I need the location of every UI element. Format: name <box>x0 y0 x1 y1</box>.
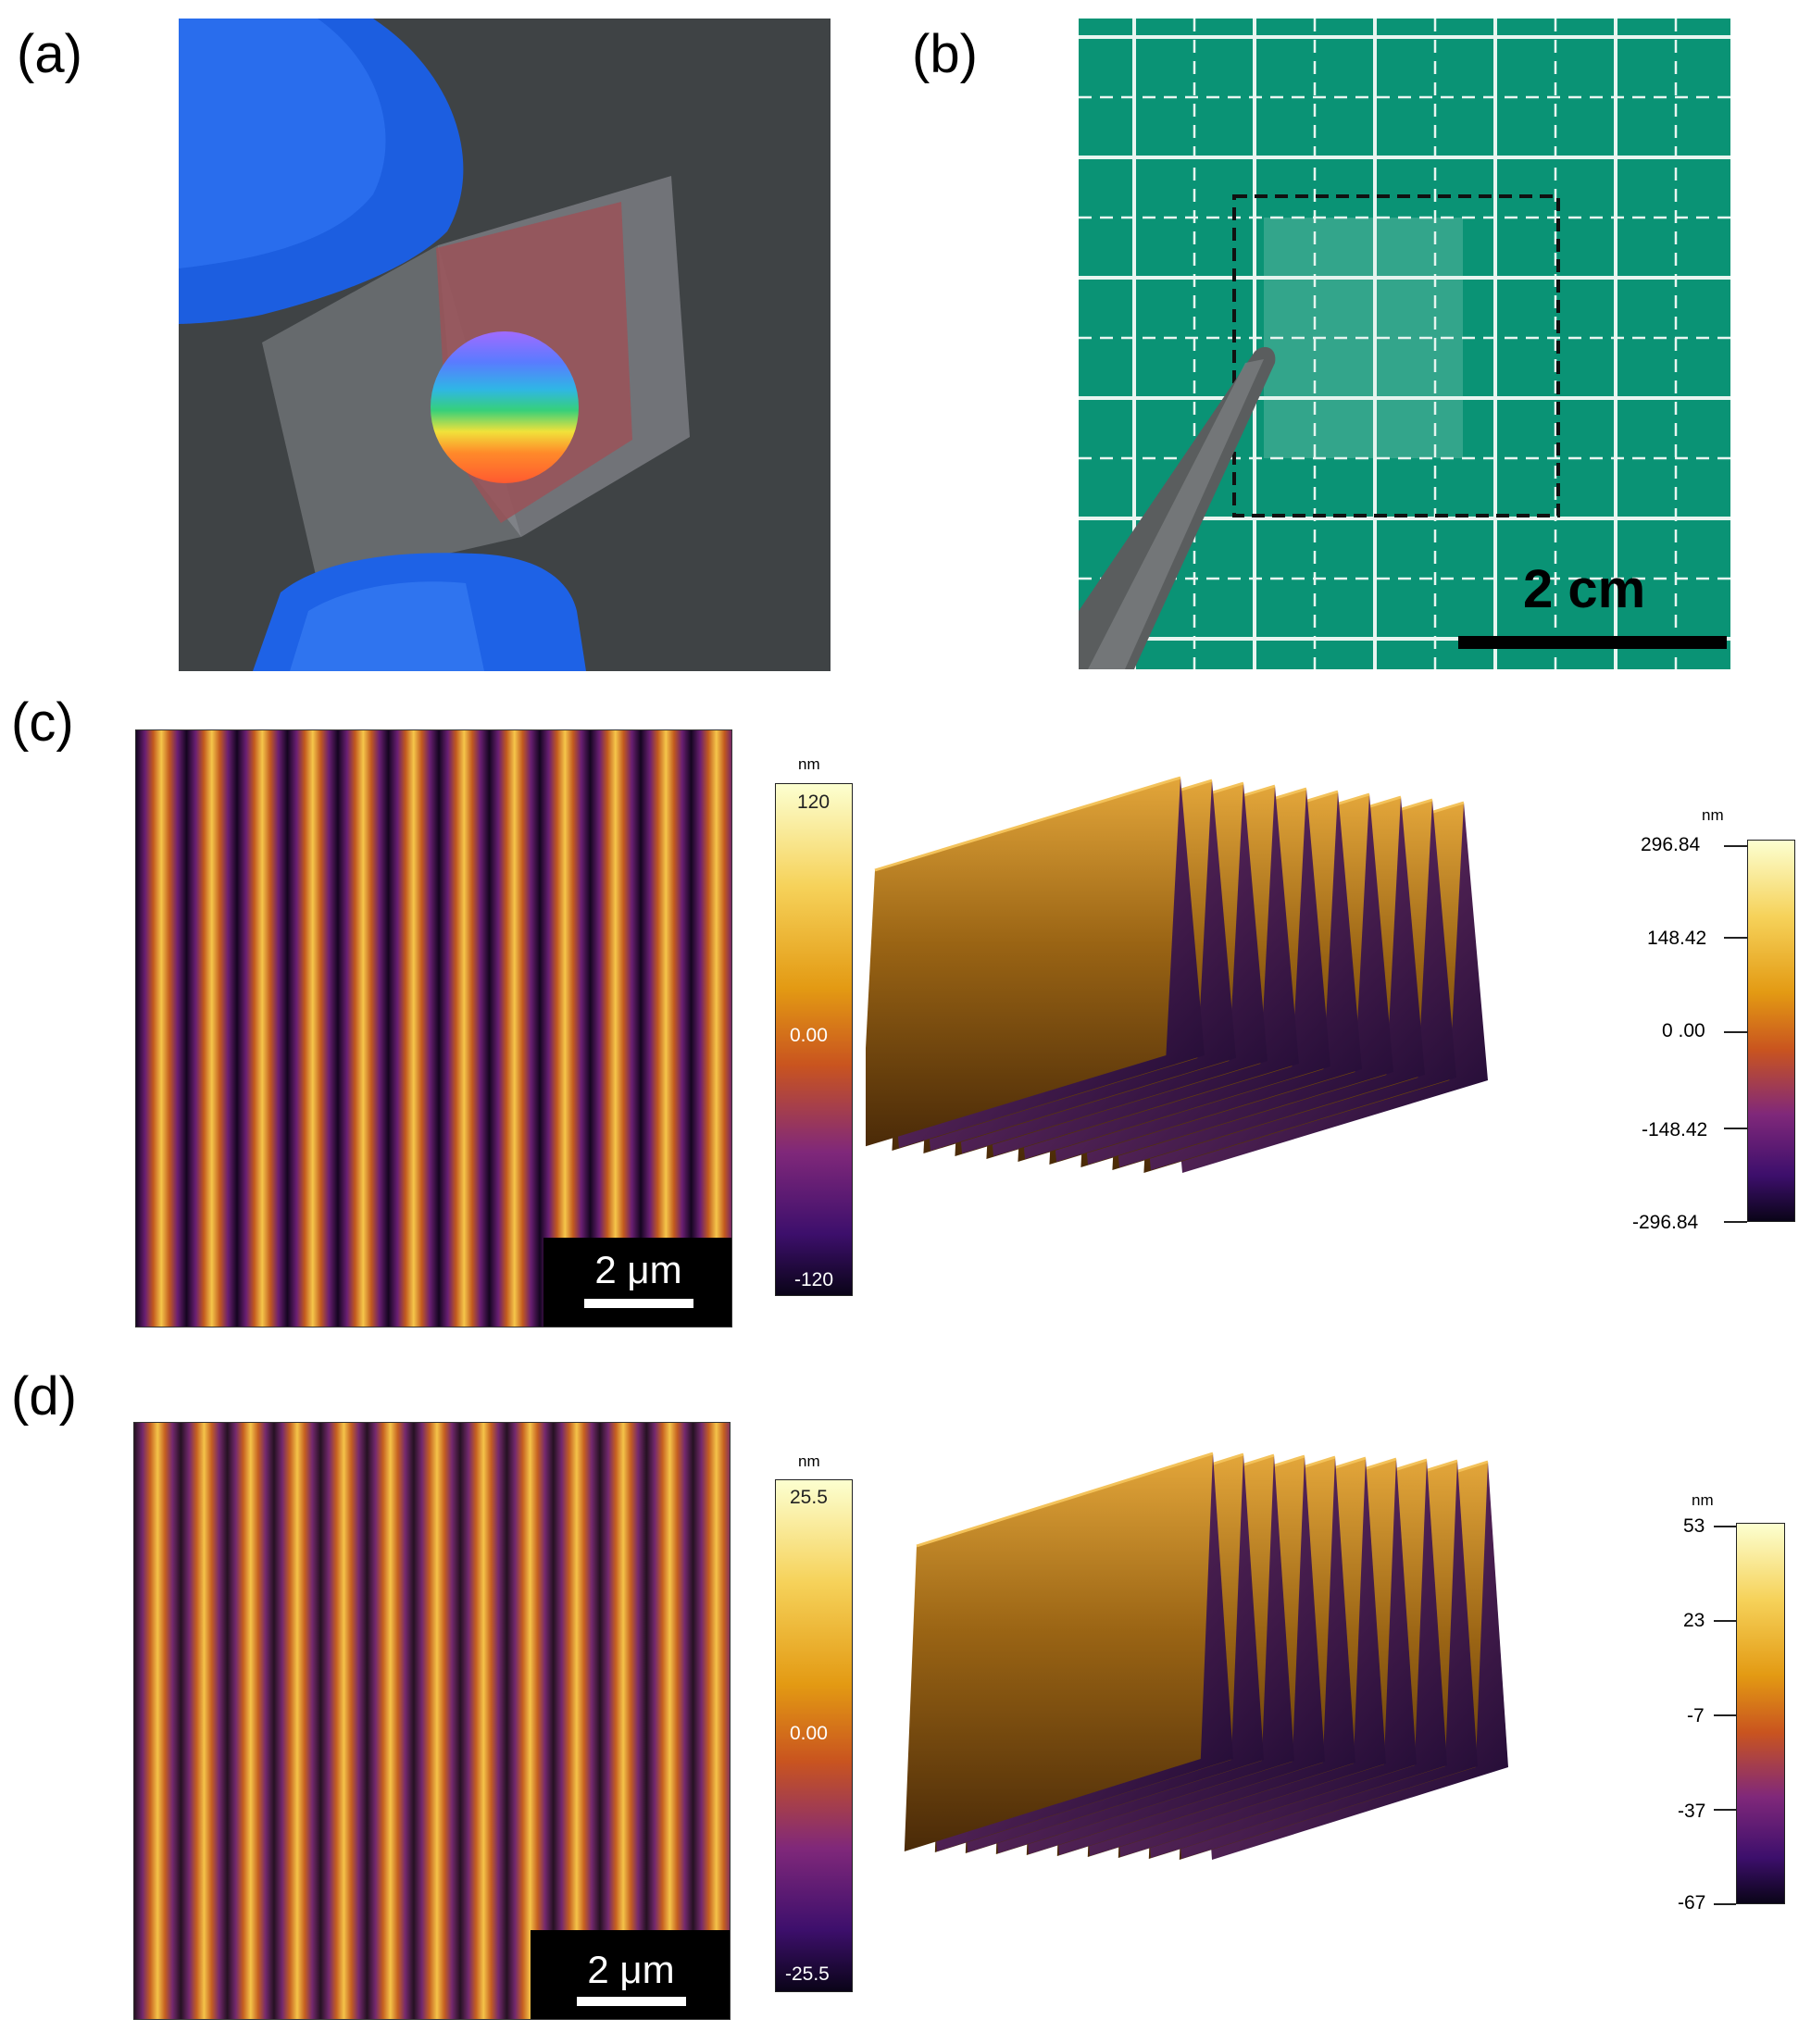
panel-b-scale-bar <box>1458 636 1727 649</box>
panel-c-scale-box: 2 μm <box>543 1238 731 1327</box>
panel-c-cb2d-min: -120 <box>794 1269 834 1290</box>
panel-c-afm-2d: 2 μm <box>135 729 732 1327</box>
panel-d-afm-2d: 2 μm <box>133 1422 731 2020</box>
panel-c-label: (c) <box>11 692 74 753</box>
panel-c-colorbar-2d <box>775 783 853 1296</box>
panel-c-cb3d-tick-3: -148.42 <box>1642 1119 1708 1140</box>
afm-2d-stripes-d <box>134 1423 730 2019</box>
panel-d-scale-line <box>577 1997 686 2006</box>
transparent-film <box>1264 218 1463 458</box>
cutting-mat-illustration <box>1079 19 1730 669</box>
panel-c-cb2d-max: 120 <box>797 791 831 813</box>
panel-c-cb3d-tick-0: 296.84 <box>1641 834 1701 855</box>
afm-3d-ridges-d <box>904 1452 1508 1860</box>
ridge-face <box>860 778 1180 1148</box>
panel-c-colorbar-3d <box>1747 840 1795 1222</box>
panel-d-cb3d-tick-3: -37 <box>1678 1801 1706 1822</box>
panel-c-cb3d-tick-1: 148.42 <box>1647 928 1707 949</box>
panel-d-scale-text: 2 μm <box>587 1948 675 1991</box>
panel-d-cb3d-tick-4: -67 <box>1678 1892 1706 1913</box>
panel-d-cb3d-unit: nm <box>1692 1491 1714 1509</box>
ridge-crest <box>916 1452 1214 1548</box>
panel-b-label: (b) <box>912 24 978 84</box>
panel-c-cb3d-tick-4: -296.84 <box>1632 1212 1699 1233</box>
panel-a-label: (a) <box>17 24 82 84</box>
rainbow-grating <box>431 331 579 483</box>
panel-d-colorbar-3d <box>1736 1523 1785 1904</box>
ridge-face <box>904 1453 1213 1851</box>
afm-3d-ridges-c <box>860 776 1488 1173</box>
panel-d-cb2d-min: -25.5 <box>785 1963 830 1985</box>
panel-d-afm-3d <box>880 1416 1648 1953</box>
panel-d-scale-box: 2 μm <box>531 1930 730 2019</box>
panel-c-cb2d-mid: 0.00 <box>790 1025 828 1046</box>
panel-d-cb3d-tick-0: 53 <box>1683 1515 1705 1537</box>
panel-b-scale-text: 2 cm <box>1523 559 1646 619</box>
panel-c-scale-text: 2 μm <box>594 1248 682 1291</box>
panel-d-cb3d-tick-2: -7 <box>1687 1705 1705 1726</box>
ridge-crest <box>874 776 1181 872</box>
panel-d-cb2d-unit: nm <box>798 1452 820 1470</box>
panel-c-cb3d-unit: nm <box>1702 806 1724 824</box>
panel-a-photo <box>179 19 831 671</box>
panel-d-cb2d-mid: 0.00 <box>790 1723 828 1744</box>
panel-d-cb2d-max: 25.5 <box>790 1487 828 1508</box>
panel-c-cb3d-tick-2: 0 .00 <box>1662 1020 1705 1041</box>
panel-c-afm-3d <box>860 768 1625 1268</box>
panel-d-colorbar-2d <box>775 1479 853 1992</box>
sample-photo-illustration <box>179 19 831 671</box>
panel-d-label: (d) <box>11 1366 77 1427</box>
selection-box <box>1232 194 1560 517</box>
panel-b-photo: 2 cm <box>1079 19 1730 669</box>
panel-c-scale-line <box>584 1299 693 1308</box>
afm-2d-stripes-c <box>136 730 731 1327</box>
panel-c-cb2d-unit: nm <box>798 755 820 773</box>
panel-d-cb3d-tick-1: 23 <box>1683 1610 1705 1631</box>
